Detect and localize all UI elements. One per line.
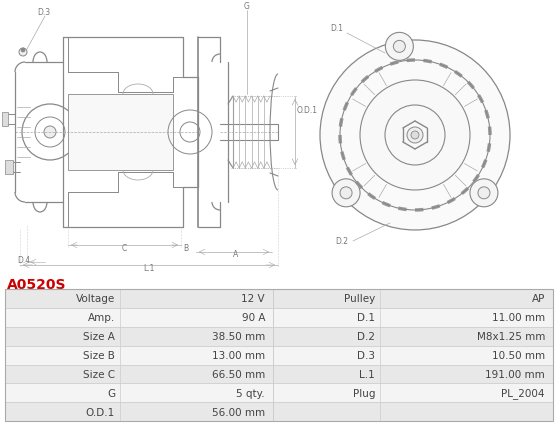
Bar bbox=[273, 346, 553, 365]
Text: O.D.1: O.D.1 bbox=[86, 407, 115, 417]
Bar bbox=[5, 161, 13, 175]
Circle shape bbox=[19, 49, 27, 57]
Text: 10.50 mm: 10.50 mm bbox=[492, 350, 545, 360]
Text: O.D.1: O.D.1 bbox=[297, 106, 318, 115]
Text: 11.00 mm: 11.00 mm bbox=[492, 313, 545, 323]
Text: Size C: Size C bbox=[83, 369, 115, 379]
Text: Size A: Size A bbox=[83, 332, 115, 342]
Bar bbox=[5, 308, 273, 327]
Wedge shape bbox=[369, 136, 415, 181]
Wedge shape bbox=[415, 136, 461, 181]
Text: Size B: Size B bbox=[83, 350, 115, 360]
Text: L.1: L.1 bbox=[360, 369, 375, 379]
Circle shape bbox=[44, 127, 56, 139]
Text: 13.00 mm: 13.00 mm bbox=[212, 350, 265, 360]
Circle shape bbox=[360, 81, 470, 191]
Text: D.4: D.4 bbox=[17, 255, 30, 265]
Wedge shape bbox=[369, 90, 415, 136]
Bar bbox=[5, 403, 273, 421]
Text: G: G bbox=[107, 388, 115, 398]
Text: L.1: L.1 bbox=[143, 263, 155, 272]
Text: G: G bbox=[244, 2, 250, 11]
Circle shape bbox=[470, 180, 498, 207]
Bar bbox=[273, 290, 553, 308]
Bar bbox=[5, 290, 553, 421]
Text: 38.50 mm: 38.50 mm bbox=[212, 332, 265, 342]
Text: 191.00 mm: 191.00 mm bbox=[486, 369, 545, 379]
Text: 5 qty.: 5 qty. bbox=[236, 388, 265, 398]
Circle shape bbox=[407, 128, 423, 144]
Bar bbox=[5, 346, 273, 365]
Text: M8x1.25 mm: M8x1.25 mm bbox=[477, 332, 545, 342]
Circle shape bbox=[478, 187, 490, 199]
Bar bbox=[2, 113, 8, 127]
Circle shape bbox=[340, 187, 352, 199]
Text: Plug: Plug bbox=[352, 388, 375, 398]
Text: 12 V: 12 V bbox=[241, 294, 265, 304]
Text: D.1: D.1 bbox=[330, 24, 343, 33]
Text: D.1: D.1 bbox=[357, 313, 375, 323]
Text: 90 A: 90 A bbox=[241, 313, 265, 323]
Text: PL_2004: PL_2004 bbox=[502, 388, 545, 399]
Text: A: A bbox=[234, 249, 239, 258]
Bar bbox=[5, 384, 273, 403]
Bar bbox=[5, 290, 273, 308]
Bar bbox=[273, 327, 553, 346]
Wedge shape bbox=[415, 90, 461, 136]
Bar bbox=[5, 365, 273, 384]
Bar bbox=[5, 327, 273, 346]
Text: D.3: D.3 bbox=[357, 350, 375, 360]
Bar bbox=[68, 95, 173, 170]
Bar bbox=[273, 308, 553, 327]
Bar bbox=[273, 384, 553, 403]
Text: B: B bbox=[184, 244, 189, 252]
Text: D.2: D.2 bbox=[335, 237, 348, 245]
Circle shape bbox=[320, 41, 510, 230]
Text: A0520S: A0520S bbox=[7, 278, 67, 291]
Text: Voltage: Voltage bbox=[76, 294, 115, 304]
Text: Pulley: Pulley bbox=[344, 294, 375, 304]
Text: AP: AP bbox=[531, 294, 545, 304]
Bar bbox=[273, 403, 553, 421]
Circle shape bbox=[21, 49, 25, 53]
Text: Amp.: Amp. bbox=[88, 313, 115, 323]
Bar bbox=[273, 365, 553, 384]
Circle shape bbox=[385, 33, 413, 61]
Text: D.3: D.3 bbox=[37, 8, 50, 17]
Text: C: C bbox=[122, 244, 127, 252]
Circle shape bbox=[393, 41, 405, 53]
Text: 56.00 mm: 56.00 mm bbox=[212, 407, 265, 417]
Circle shape bbox=[411, 132, 419, 140]
Circle shape bbox=[332, 180, 360, 207]
Text: D.2: D.2 bbox=[357, 332, 375, 342]
Text: 66.50 mm: 66.50 mm bbox=[212, 369, 265, 379]
